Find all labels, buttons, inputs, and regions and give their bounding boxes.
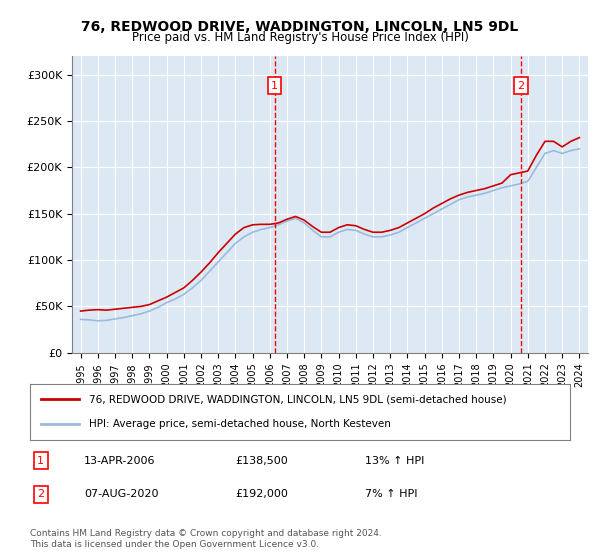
Text: 2: 2	[517, 81, 524, 91]
Text: 1: 1	[37, 456, 44, 465]
Text: 07-AUG-2020: 07-AUG-2020	[84, 489, 158, 499]
Text: £138,500: £138,500	[235, 456, 288, 465]
Text: £192,000: £192,000	[235, 489, 288, 499]
Text: HPI: Average price, semi-detached house, North Kesteven: HPI: Average price, semi-detached house,…	[89, 419, 391, 429]
Text: 1: 1	[271, 81, 278, 91]
Text: Price paid vs. HM Land Registry's House Price Index (HPI): Price paid vs. HM Land Registry's House …	[131, 31, 469, 44]
Text: 76, REDWOOD DRIVE, WADDINGTON, LINCOLN, LN5 9DL (semi-detached house): 76, REDWOOD DRIVE, WADDINGTON, LINCOLN, …	[89, 394, 507, 404]
Text: 7% ↑ HPI: 7% ↑ HPI	[365, 489, 418, 499]
Text: 13% ↑ HPI: 13% ↑ HPI	[365, 456, 424, 465]
Text: 2: 2	[37, 489, 44, 499]
Text: Contains HM Land Registry data © Crown copyright and database right 2024.
This d: Contains HM Land Registry data © Crown c…	[30, 529, 382, 549]
Text: 76, REDWOOD DRIVE, WADDINGTON, LINCOLN, LN5 9DL: 76, REDWOOD DRIVE, WADDINGTON, LINCOLN, …	[82, 20, 518, 34]
Text: 13-APR-2006: 13-APR-2006	[84, 456, 155, 465]
